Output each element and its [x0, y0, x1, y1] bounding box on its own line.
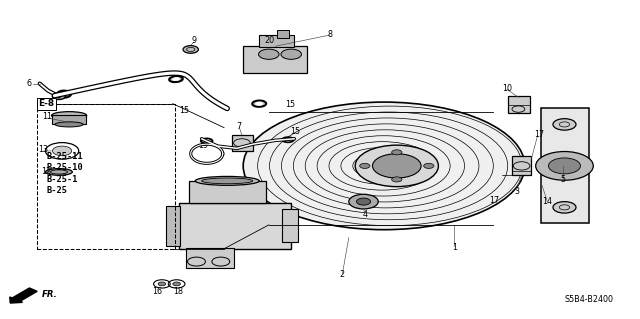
Circle shape	[372, 154, 421, 178]
Ellipse shape	[172, 78, 180, 81]
Circle shape	[548, 158, 580, 174]
Text: 8: 8	[327, 30, 332, 39]
Circle shape	[536, 152, 593, 180]
Bar	[52, 115, 86, 124]
Circle shape	[173, 282, 180, 286]
Text: 18: 18	[173, 287, 184, 296]
Text: B-25-11: B-25-11	[47, 152, 83, 161]
Text: B-25-10: B-25-10	[47, 163, 83, 172]
Text: E-8: E-8	[38, 99, 54, 108]
Ellipse shape	[285, 138, 291, 141]
Bar	[186, 248, 234, 268]
FancyArrow shape	[10, 288, 37, 303]
Ellipse shape	[204, 140, 210, 142]
Ellipse shape	[183, 46, 198, 53]
Bar	[189, 181, 266, 203]
Ellipse shape	[57, 91, 71, 98]
Ellipse shape	[52, 112, 87, 119]
Circle shape	[360, 163, 370, 168]
Text: B-25: B-25	[47, 186, 68, 195]
Text: 17: 17	[489, 197, 499, 205]
Ellipse shape	[45, 168, 72, 175]
Bar	[37, 104, 175, 249]
Bar	[259, 35, 294, 47]
Text: FR.: FR.	[42, 290, 58, 299]
Ellipse shape	[255, 102, 263, 105]
Text: S5B4-B2400: S5B4-B2400	[564, 295, 613, 304]
Circle shape	[356, 198, 371, 205]
Bar	[512, 156, 531, 175]
Circle shape	[158, 282, 166, 286]
Ellipse shape	[52, 93, 65, 100]
Text: 17: 17	[534, 130, 544, 139]
Ellipse shape	[195, 176, 259, 185]
Text: 4: 4	[362, 210, 367, 219]
Bar	[541, 108, 589, 223]
Bar	[179, 203, 291, 249]
Bar	[232, 135, 253, 151]
Circle shape	[281, 49, 301, 59]
Ellipse shape	[202, 178, 253, 184]
Circle shape	[349, 194, 378, 209]
Text: 5: 5	[561, 175, 566, 184]
Circle shape	[553, 202, 576, 213]
Circle shape	[355, 145, 438, 187]
Ellipse shape	[169, 76, 183, 82]
Text: 7: 7	[237, 122, 242, 131]
Circle shape	[392, 150, 402, 155]
Circle shape	[259, 49, 279, 59]
Text: 10: 10	[502, 84, 512, 93]
Text: 1: 1	[452, 243, 457, 252]
Ellipse shape	[55, 122, 83, 127]
Bar	[166, 206, 180, 246]
Bar	[508, 96, 530, 113]
Text: B-25-1: B-25-1	[47, 175, 78, 184]
Text: 15: 15	[179, 106, 189, 115]
Text: 15: 15	[291, 127, 301, 136]
Text: 15: 15	[285, 100, 295, 109]
Text: 16: 16	[152, 287, 162, 296]
Text: 20: 20	[264, 36, 275, 45]
Circle shape	[553, 119, 576, 130]
Circle shape	[52, 146, 72, 156]
Text: 12: 12	[41, 167, 51, 176]
Ellipse shape	[252, 100, 266, 107]
Bar	[277, 30, 289, 38]
Ellipse shape	[243, 102, 525, 230]
Text: 11: 11	[42, 112, 52, 121]
Text: 14: 14	[542, 197, 552, 206]
Circle shape	[392, 177, 402, 182]
Text: 6: 6	[27, 79, 32, 88]
Bar	[282, 209, 298, 242]
Text: 9: 9	[191, 36, 196, 45]
Ellipse shape	[60, 92, 68, 96]
Circle shape	[424, 163, 434, 168]
Bar	[243, 46, 307, 73]
Text: 19: 19	[198, 141, 209, 150]
Text: 2: 2	[340, 271, 345, 279]
Text: 13: 13	[38, 145, 49, 154]
Ellipse shape	[282, 137, 294, 142]
Ellipse shape	[201, 138, 212, 144]
Text: 3: 3	[514, 187, 519, 196]
